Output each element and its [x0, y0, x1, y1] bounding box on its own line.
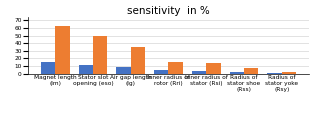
Bar — [206, 63, 221, 74]
Title: sensitivity  in %: sensitivity in % — [127, 6, 210, 16]
Bar — [93, 36, 107, 74]
Bar — [282, 72, 296, 74]
Bar — [168, 62, 183, 74]
Bar — [79, 65, 93, 74]
Bar — [154, 70, 168, 74]
Bar — [55, 26, 70, 74]
Bar — [267, 73, 282, 74]
Bar — [116, 67, 131, 74]
Bar — [41, 62, 55, 74]
Bar — [192, 71, 206, 74]
Bar — [230, 72, 244, 74]
Bar — [244, 68, 258, 74]
Bar — [131, 47, 145, 74]
